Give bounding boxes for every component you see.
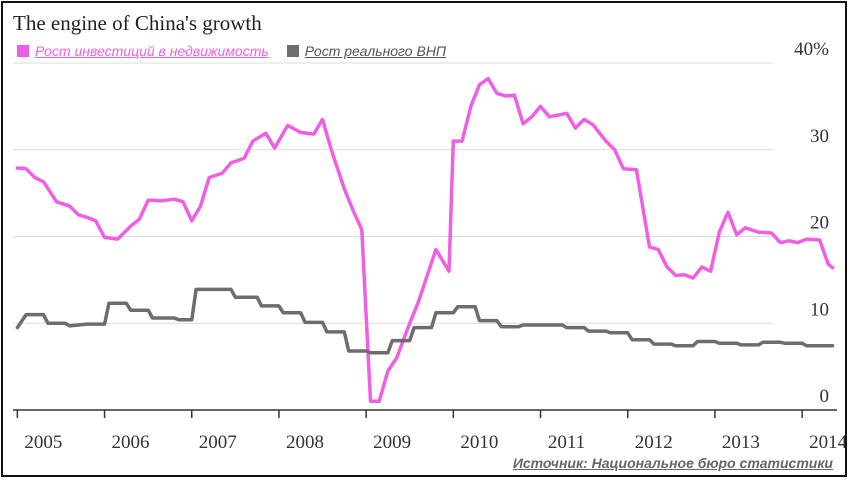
x-tick-label-2006: 2006 (112, 432, 150, 453)
legend-item-gdp: Рост реального ВНП (286, 43, 447, 59)
x-tick-label-2013: 2013 (722, 432, 760, 453)
chart-legend: Рост инвестиций в недвижимость Рост реал… (17, 43, 464, 59)
x-tick-label-2012: 2012 (635, 432, 673, 453)
x-tick-label-2009: 2009 (373, 432, 411, 453)
source-note: Источник: Национальное бюро статистики (512, 455, 833, 471)
legend-label-investment: Рост инвестиций в недвижимость (35, 43, 269, 59)
line-chart: 0 10 20 30 40% 2005 2006 2007 2008 2009 2010 2011 20… (13, 39, 847, 453)
y-tick-label-4: 40% (794, 39, 829, 60)
y-tick-label-0: 0 (820, 386, 830, 407)
legend-label-gdp: Рост реального ВНП (304, 43, 447, 59)
y-tick-label-1: 10 (810, 299, 829, 320)
legend-item-investment: Рост инвестиций в недвижимость (17, 43, 269, 59)
series-line-gdp (15, 287, 835, 355)
x-tick-label-2005: 2005 (24, 432, 62, 453)
x-tick-label-2007: 2007 (199, 432, 237, 453)
x-tick-label-2008: 2008 (286, 432, 324, 453)
y-tick-label-3: 30 (810, 126, 829, 147)
x-tick-label-2010: 2010 (460, 432, 498, 453)
x-tick-label-2014: 2014 (809, 432, 847, 453)
x-tick-label-2011: 2011 (548, 432, 585, 453)
legend-swatch-gdp (286, 45, 299, 57)
chart-title: The engine of China's growth (13, 11, 262, 35)
legend-swatch-investment (17, 45, 29, 57)
series-line-investment (15, 76, 835, 404)
y-tick-label-2: 20 (810, 213, 829, 234)
